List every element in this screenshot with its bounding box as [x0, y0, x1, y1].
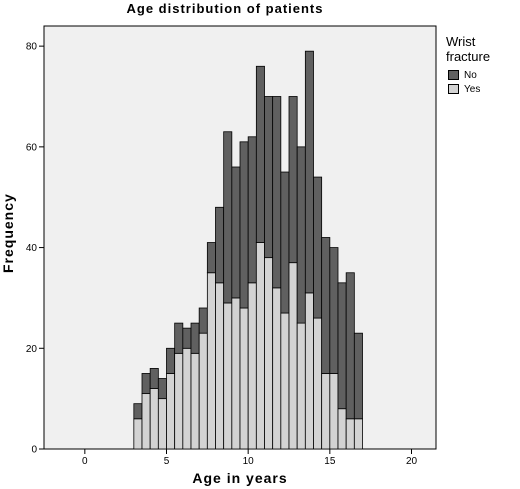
bar-no	[353, 332, 363, 420]
chart-title: Age distribution of patients	[126, 1, 324, 16]
bar-yes	[133, 418, 143, 450]
bar-yes	[239, 307, 249, 450]
bar-no	[166, 347, 176, 374]
bar-no	[190, 322, 200, 354]
bar-yes	[296, 322, 306, 450]
bar-no	[345, 272, 355, 420]
bar-no	[141, 373, 151, 395]
bar-yes	[304, 292, 314, 450]
bar-no	[215, 206, 225, 284]
bar-yes	[288, 262, 298, 450]
bar-yes	[264, 257, 274, 450]
x-tick-label: 10	[243, 456, 255, 467]
bar-no	[206, 242, 216, 274]
legend-item-yes: Yes	[448, 82, 520, 96]
bar-yes	[353, 418, 363, 450]
bar-yes	[255, 242, 265, 450]
bar-yes	[329, 373, 339, 450]
bar-yes	[182, 347, 192, 450]
bar-no	[157, 378, 167, 400]
bar-yes	[337, 408, 347, 450]
bar-yes	[231, 297, 241, 450]
bar-no	[321, 237, 331, 374]
y-tick-label: 0	[31, 445, 37, 456]
bar-yes	[157, 398, 167, 450]
bar-yes	[206, 272, 216, 450]
bar-no	[239, 141, 249, 309]
bar-yes	[190, 352, 200, 450]
bar-no	[255, 65, 265, 243]
bar-no	[149, 368, 159, 389]
bar-no	[329, 247, 339, 374]
legend-swatch-yes	[448, 84, 459, 94]
x-tick-label: 20	[406, 456, 418, 467]
legend-item-no: No	[448, 68, 520, 82]
bar-no	[182, 327, 192, 349]
x-tick-label: 15	[324, 456, 336, 467]
legend-swatch-no	[448, 70, 459, 80]
bar-no	[247, 136, 257, 284]
y-tick-label: 80	[26, 42, 38, 53]
bar-yes	[141, 393, 151, 450]
legend-label-no: No	[464, 69, 477, 81]
bar-yes	[174, 352, 184, 450]
bar-yes	[166, 373, 176, 450]
bar-no	[174, 322, 184, 354]
x-tick-label: 0	[82, 456, 88, 467]
bar-no	[337, 282, 347, 410]
bar-yes	[321, 373, 331, 450]
y-axis-title: Frequency	[0, 193, 16, 273]
bar-no	[280, 171, 290, 314]
bar-no	[198, 307, 208, 334]
bar-yes	[223, 302, 233, 450]
bar-yes	[198, 332, 208, 450]
bar-yes	[345, 418, 355, 450]
bar-no	[304, 50, 314, 294]
bar-no	[272, 96, 282, 289]
bar-no	[231, 166, 241, 299]
y-tick-label: 20	[26, 344, 38, 355]
bar-yes	[149, 388, 159, 450]
bar-yes	[313, 317, 323, 450]
bar-no	[313, 176, 323, 319]
x-axis-title: Age in years	[192, 470, 288, 486]
bar-yes	[280, 312, 290, 450]
legend-title: Wrist fracture	[446, 34, 491, 64]
x-tick-label: 5	[164, 456, 170, 467]
y-tick-label: 40	[26, 243, 38, 254]
legend-label-yes: Yes	[464, 83, 481, 95]
bar-no	[288, 96, 298, 264]
bar-no	[223, 131, 233, 304]
bar-no	[296, 146, 306, 324]
bar-yes	[272, 287, 282, 450]
bar-no	[264, 96, 274, 259]
bar-yes	[247, 282, 257, 450]
bar-yes	[215, 282, 225, 450]
y-tick-label: 60	[26, 142, 38, 153]
legend: Wrist fracture No Yes	[446, 34, 520, 96]
bar-no	[133, 403, 143, 420]
